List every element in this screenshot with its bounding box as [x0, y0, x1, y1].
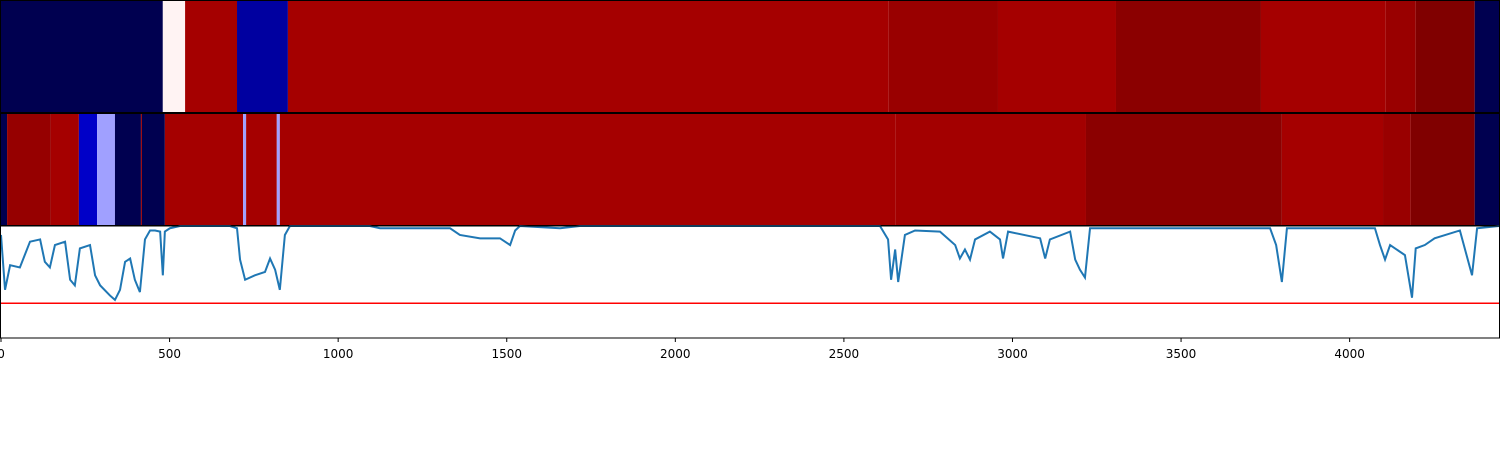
- strip-segment: [1385, 1, 1416, 112]
- strip-segment: [246, 114, 277, 225]
- strip-segment: [50, 114, 79, 225]
- x-tick-label: 1000: [323, 347, 354, 361]
- strip-segment: [1260, 1, 1386, 112]
- x-tick-label: 3000: [997, 347, 1028, 361]
- x-tick-label: 3500: [1166, 347, 1197, 361]
- strip-segment: [888, 1, 998, 112]
- strip-segment: [1410, 114, 1475, 225]
- strip-segment: [7, 114, 51, 225]
- strip-segment: [1281, 114, 1384, 225]
- x-tick-label: 500: [158, 347, 181, 361]
- x-tick-label: 1500: [491, 347, 522, 361]
- strip-segment: [287, 1, 889, 112]
- x-tick-label: 0: [0, 347, 5, 361]
- strip-segment: [1474, 114, 1499, 225]
- x-tick-label: 2000: [660, 347, 691, 361]
- line: [0, 224, 1500, 302]
- strip-segment: [185, 1, 238, 112]
- strip-segment: [140, 114, 142, 225]
- x-tick-label: 2500: [829, 347, 860, 361]
- x-tick-label: 4000: [1334, 347, 1365, 361]
- strip-segment: [1474, 1, 1499, 112]
- strip-segment: [164, 114, 244, 225]
- strip-segment: [1115, 1, 1261, 112]
- strip-segment: [1383, 114, 1411, 225]
- strip-segment: [243, 114, 247, 225]
- strip-segment: [141, 114, 165, 225]
- strip-segment: [1, 1, 163, 112]
- strip-segment: [97, 114, 115, 225]
- strip-segment: [279, 114, 896, 225]
- strip-segment: [162, 1, 186, 112]
- strip-segment: [997, 1, 1116, 112]
- strip-segment: [895, 114, 1086, 225]
- strip-segment: [1, 114, 8, 225]
- strip-segment: [276, 114, 280, 225]
- strip-segment: [1085, 114, 1282, 225]
- strip-segment: [237, 1, 288, 112]
- strip-segment: [114, 114, 141, 225]
- strip-segment: [1415, 1, 1475, 112]
- strip-segment: [78, 114, 98, 225]
